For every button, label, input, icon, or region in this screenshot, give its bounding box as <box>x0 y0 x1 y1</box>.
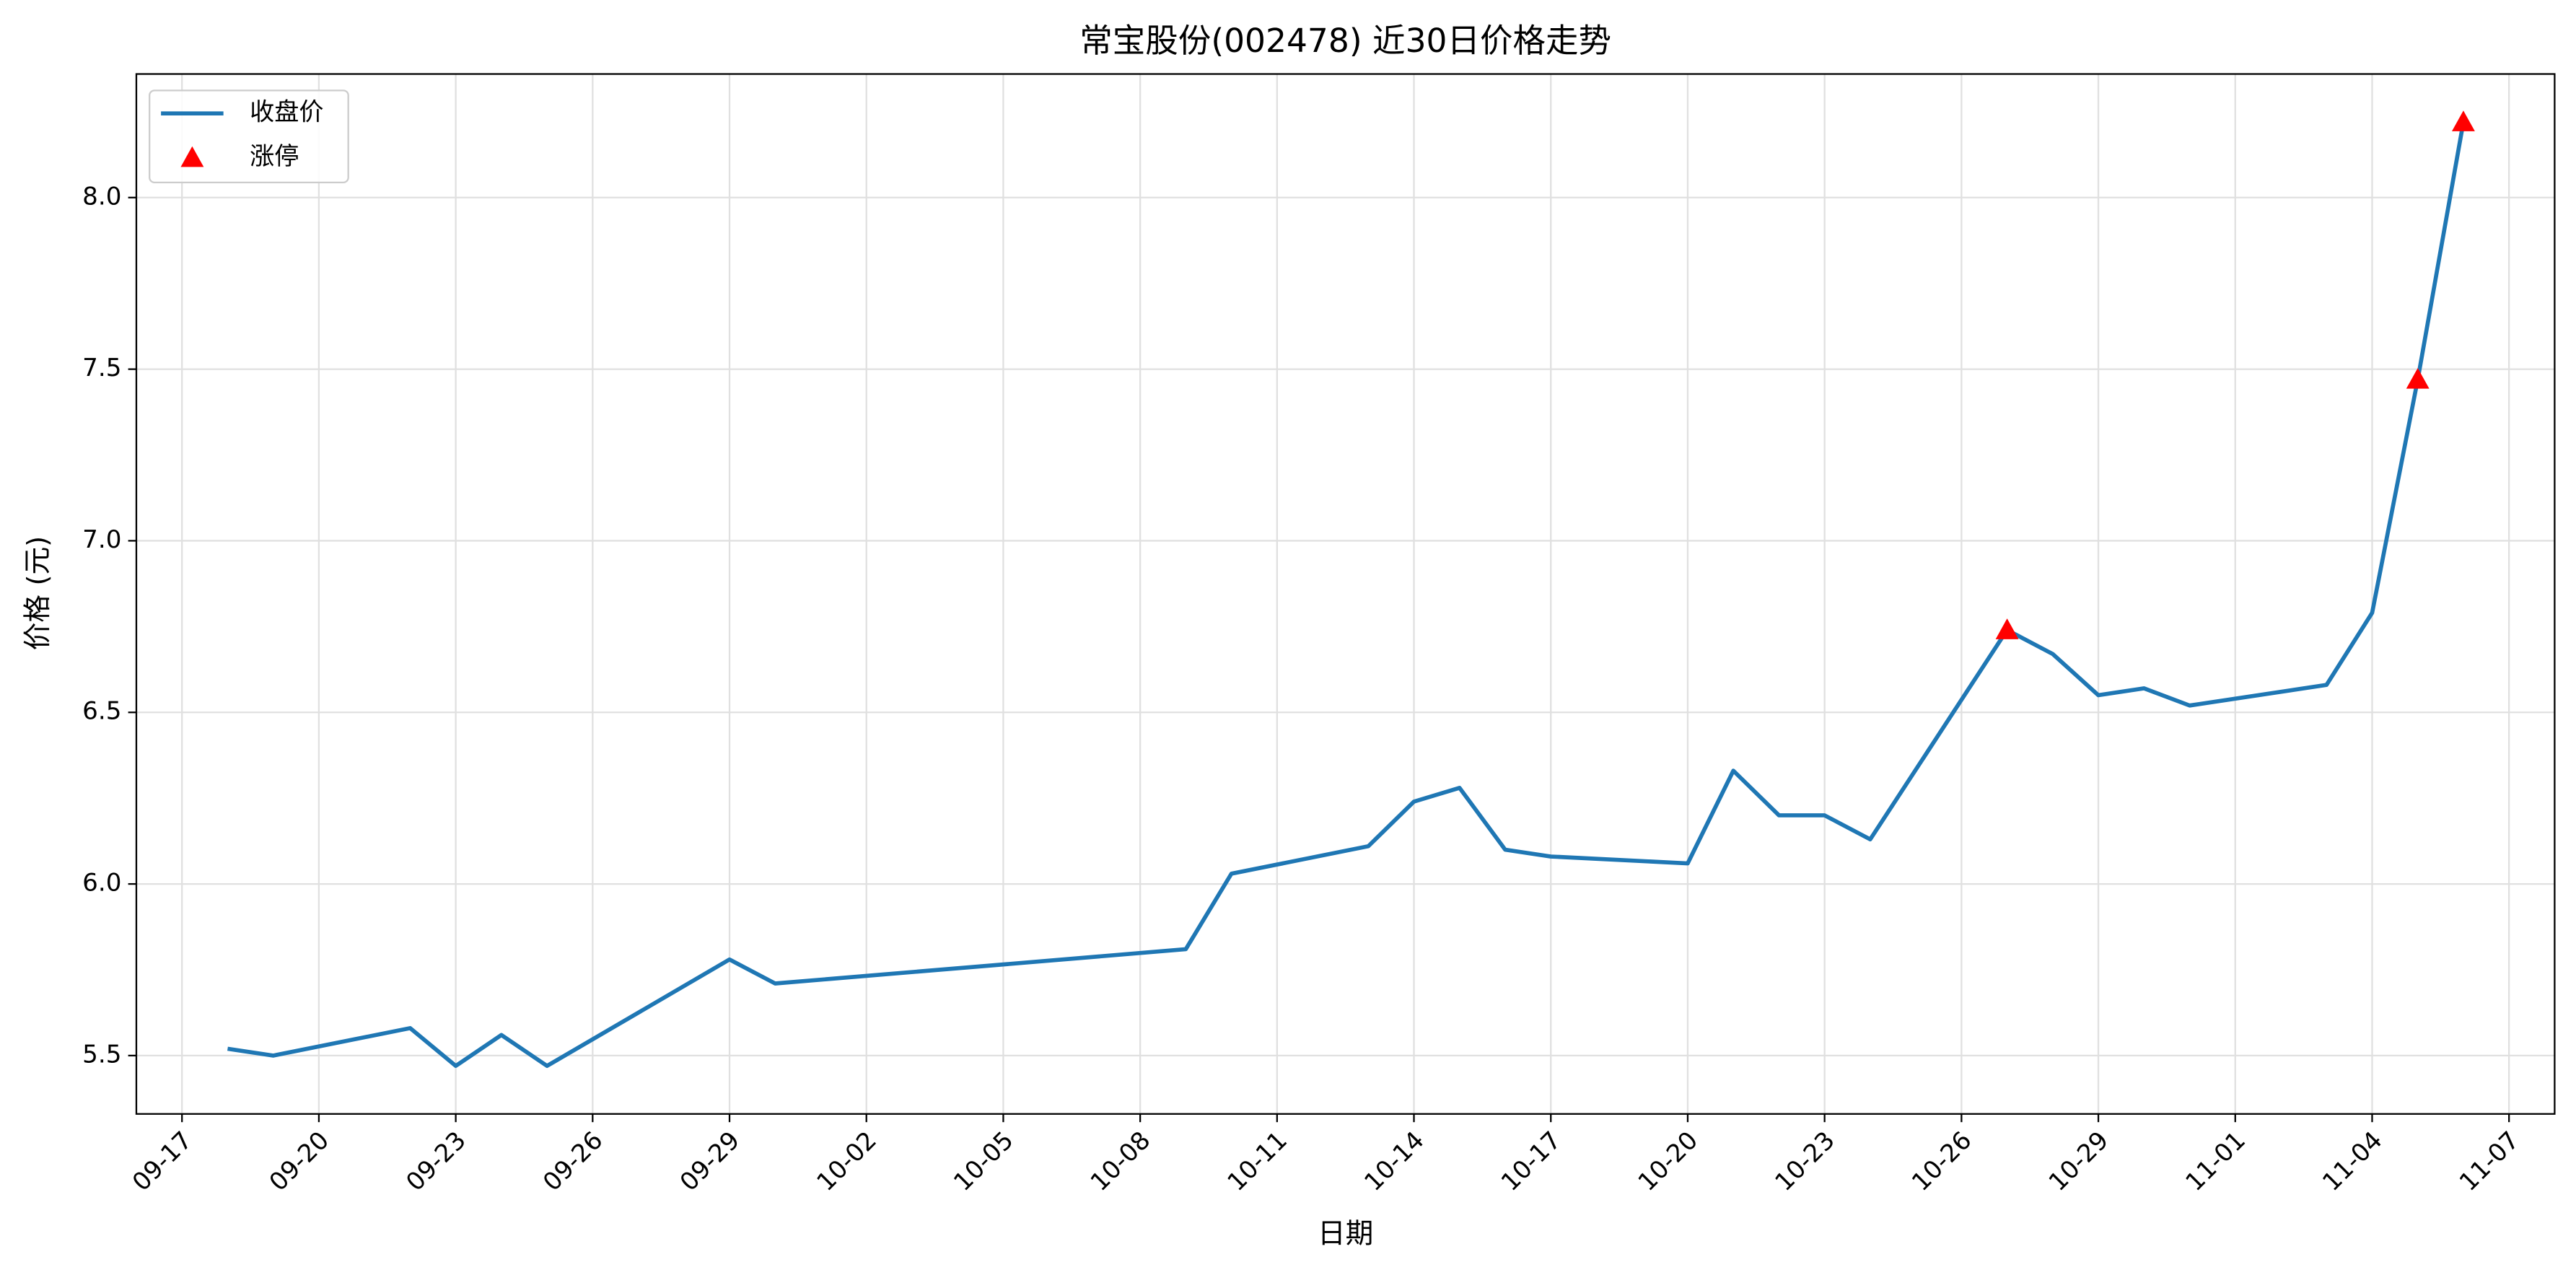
y-tick-label: 7.0 <box>82 525 121 554</box>
plot-frame <box>135 73 2556 1115</box>
legend-label: 收盘价 <box>250 98 323 127</box>
limit-up-marker <box>2451 110 2475 131</box>
chart-title: 常宝股份(002478) 近30日价格走势 <box>1079 22 1611 60</box>
y-tick-label: 5.5 <box>82 1040 121 1069</box>
limit-up-marker <box>2406 367 2430 389</box>
y-tick-label: 6.0 <box>82 869 121 898</box>
price-line <box>227 121 2466 1069</box>
limit-up-marker <box>1995 618 2019 639</box>
y-tick-label: 8.0 <box>82 182 121 211</box>
y-tick-label: 6.5 <box>82 697 121 726</box>
x-axis-label: 日期 <box>1318 1218 1373 1250</box>
legend-label: 涨停 <box>250 142 299 171</box>
y-axis-label: 价格 (元) <box>22 536 54 651</box>
y-tick-label: 7.5 <box>82 354 121 382</box>
legend-swatch <box>180 146 204 167</box>
